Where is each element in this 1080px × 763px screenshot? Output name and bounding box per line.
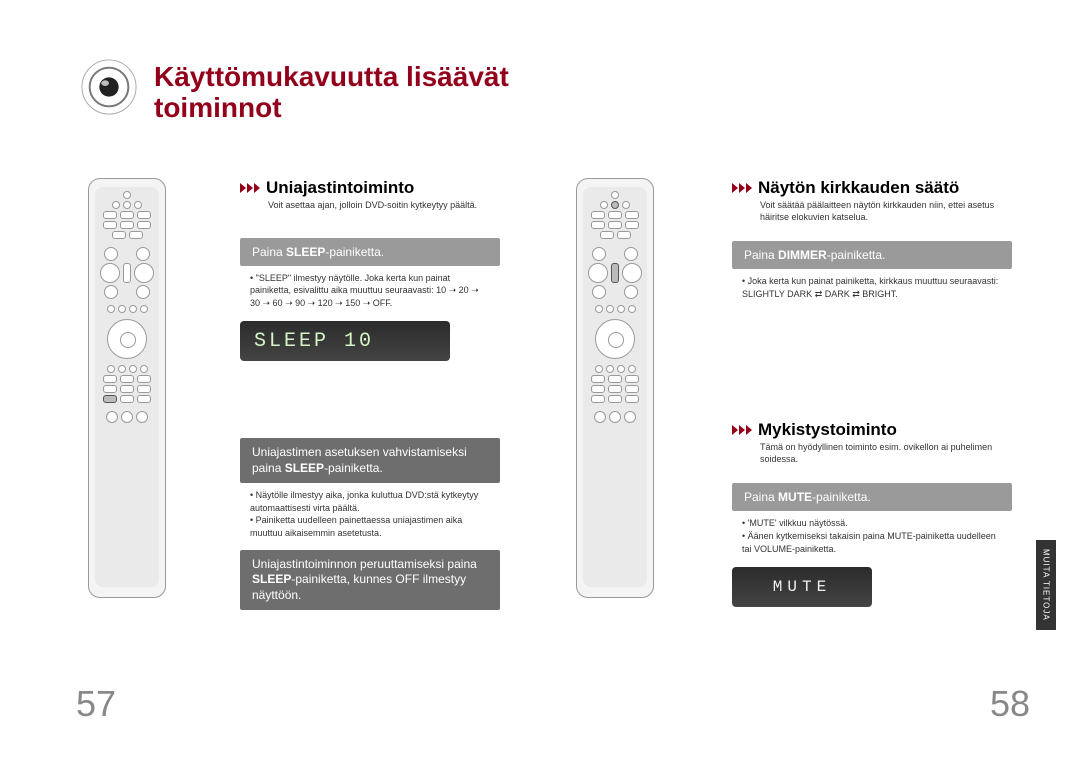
title-line1: Käyttömukavuutta lisäävät [154, 61, 509, 92]
section-sub: Voit säätää päälaitteen näytön kirkkaude… [760, 200, 1012, 223]
section-sub: Tämä on hyödyllinen toiminto esim. ovike… [760, 442, 1012, 465]
bullets-mute: • 'MUTE' vilkkuu näytössä. • Äänen kytke… [732, 511, 1012, 561]
lcd-text: MUTE [773, 578, 831, 596]
page-number-left: 57 [76, 683, 116, 725]
speaker-logo-icon [80, 58, 138, 116]
bullet-dimmer: • Joka kerta kun painat painiketta, kirk… [732, 269, 1012, 306]
instruction-dimmer: Paina DIMMER-painiketta. [732, 241, 1012, 269]
page-number-right: 58 [990, 683, 1030, 725]
instruction-sleep-cancel: Uniajastintoiminnon peruuttamiseksi pain… [240, 550, 500, 611]
section-heading-sleep: Uniajastintoiminto [240, 178, 500, 198]
page-title: Käyttömukavuutta lisäävät toiminnot [154, 62, 509, 124]
chevron-right-icon [732, 425, 752, 435]
section-sub: Voit asettaa ajan, jolloin DVD-soitin ky… [268, 200, 500, 212]
title-line2: toiminnot [154, 92, 282, 123]
remote-illustration-right [576, 178, 654, 598]
bullets-confirm: • Näytölle ilmestyy aika, jonka kuluttua… [240, 483, 500, 545]
heading-text: Näytön kirkkauden säätö [758, 178, 959, 198]
section-heading-brightness: Näytön kirkkauden säätö [732, 178, 1012, 198]
section-sleep-confirm: Uniajastimen asetuksen vahvistamiseksi p… [240, 438, 500, 610]
instruction-sleep-confirm: Uniajastimen asetuksen vahvistamiseksi p… [240, 438, 500, 483]
heading-text: Mykistystoiminto [758, 420, 897, 440]
page-right: Näytön kirkkauden säätö Voit säätää pääl… [540, 0, 1080, 763]
side-tab: MUITA TIETOJA [1036, 540, 1056, 630]
page-left: Käyttömukavuutta lisäävät toiminnot [0, 0, 540, 763]
section-brightness: Näytön kirkkauden säätö Voit säätää pääl… [732, 178, 1012, 307]
lcd-display-sleep: SLEEP 10 [240, 321, 450, 361]
instruction-sleep-press: Paina SLEEP-painiketta. [240, 238, 500, 266]
instruction-mute: Paina MUTE-painiketta. [732, 483, 1012, 511]
remote-illustration-left [88, 178, 166, 598]
spread: Käyttömukavuutta lisäävät toiminnot [0, 0, 1080, 763]
section-sleep: Uniajastintoiminto Voit asettaa ajan, jo… [240, 178, 500, 361]
lcd-text: SLEEP 10 [254, 330, 374, 353]
bullet-sleep-sequence: • "SLEEP" ilmestyy näytölle. Joka kerta … [240, 266, 500, 316]
section-mute: Mykistystoiminto Tämä on hyödyllinen toi… [732, 420, 1012, 607]
chevron-right-icon [732, 183, 752, 193]
lcd-display-mute: MUTE [732, 567, 872, 607]
section-heading-mute: Mykistystoiminto [732, 420, 1012, 440]
heading-text: Uniajastintoiminto [266, 178, 414, 198]
chevron-right-icon [240, 183, 260, 193]
